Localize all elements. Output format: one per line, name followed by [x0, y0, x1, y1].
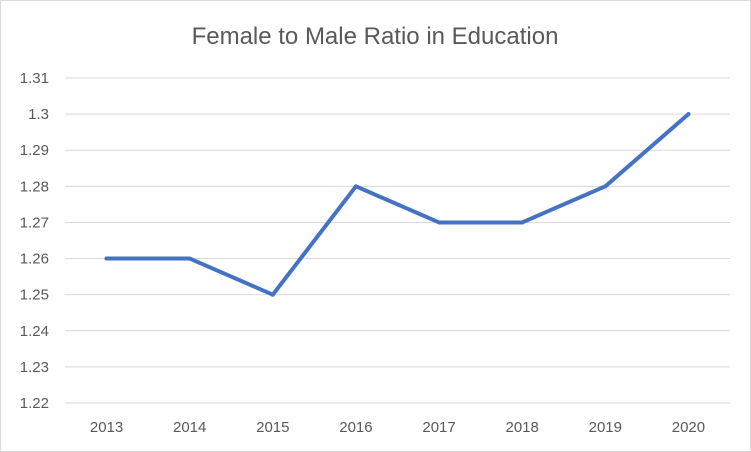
x-tick-label: 2015 — [256, 419, 289, 436]
chart-title: Female to Male Ratio in Education — [192, 23, 559, 50]
y-tick-label: 1.28 — [20, 178, 49, 195]
x-tick-label: 2020 — [672, 419, 705, 436]
y-tick-label: 1.29 — [20, 142, 49, 159]
x-tick-label: 2016 — [339, 419, 372, 436]
data-point — [270, 292, 275, 297]
y-tick-label: 1.3 — [28, 106, 49, 123]
series-group — [104, 112, 691, 297]
x-tick-label: 2013 — [90, 419, 123, 436]
data-point — [187, 256, 192, 261]
x-tick-label: 2014 — [173, 419, 206, 436]
x-tick-label: 2018 — [506, 419, 539, 436]
y-tick-label: 1.27 — [20, 214, 49, 231]
y-tick-label: 1.22 — [20, 395, 49, 412]
y-tick-label: 1.24 — [20, 323, 49, 340]
data-point — [603, 184, 608, 189]
y-axis-tick-labels: 1.22 1.23 1.24 1.25 1.26 1.27 1.28 1.29 1.3 1.31 — [20, 70, 49, 412]
data-point — [104, 256, 109, 261]
y-tick-label: 1.25 — [20, 287, 49, 304]
data-point — [520, 220, 525, 225]
data-point — [686, 112, 691, 117]
series-line — [104, 112, 691, 297]
x-tick-label: 2019 — [589, 419, 622, 436]
data-point — [353, 184, 358, 189]
x-tick-label: 2017 — [422, 419, 455, 436]
x-axis-tick-labels: 2013 2014 2015 2016 2017 2018 2019 2020 — [90, 419, 705, 436]
y-tick-label: 1.26 — [20, 251, 49, 268]
y-tick-label: 1.31 — [20, 70, 49, 87]
data-point — [437, 220, 442, 225]
y-tick-label: 1.23 — [20, 359, 49, 376]
gridlines — [65, 77, 730, 404]
